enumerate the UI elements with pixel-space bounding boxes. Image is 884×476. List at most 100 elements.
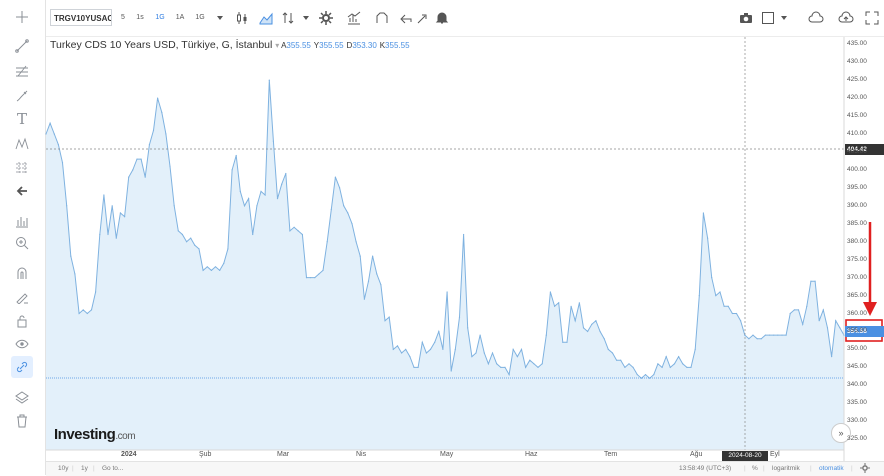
range-1y-button[interactable]: 1y — [81, 465, 88, 472]
magnet-icon[interactable] — [11, 262, 33, 284]
bottom-bar: 10y | 1y | Go to... 13:58:49 (UTC+3) | %… — [46, 461, 884, 476]
candles-icon[interactable] — [232, 8, 252, 28]
lock-icon[interactable] — [11, 310, 33, 332]
data-point — [690, 366, 692, 368]
trend-line-icon[interactable] — [11, 35, 33, 57]
trash-icon[interactable] — [11, 410, 33, 432]
data-point — [636, 374, 638, 376]
data-point — [826, 327, 829, 329]
cloud-save-icon[interactable] — [806, 8, 826, 28]
auto-scale-button[interactable]: otomatik — [819, 465, 844, 472]
data-point — [140, 158, 142, 160]
data-point — [707, 237, 709, 239]
interval-5[interactable]: 5 — [121, 14, 125, 21]
data-point — [272, 140, 274, 142]
alert-bell-icon[interactable] — [432, 8, 452, 28]
data-point — [231, 169, 233, 171]
data-point — [789, 312, 791, 315]
data-point — [202, 269, 204, 271]
camera-icon[interactable] — [736, 8, 756, 28]
data-point — [330, 208, 332, 210]
redo-icon[interactable] — [412, 8, 432, 28]
undo-icon[interactable] — [396, 8, 416, 28]
data-point — [144, 176, 146, 178]
data-point — [508, 374, 510, 376]
x-tick-label: Mar — [277, 451, 290, 458]
settings-gear-icon[interactable] — [316, 8, 336, 28]
percent-scale-button[interactable]: % — [752, 465, 758, 472]
area-chart-icon[interactable] — [256, 8, 276, 28]
data-point — [405, 348, 407, 350]
data-point — [740, 320, 742, 322]
interval-1a[interactable]: 1A — [175, 14, 185, 21]
link-icon[interactable] — [11, 356, 33, 378]
data-point — [458, 316, 461, 318]
interval-1s[interactable]: 1s — [136, 14, 144, 21]
back-arrow-icon[interactable] — [11, 180, 33, 202]
x-tick-label: Haz — [525, 451, 538, 458]
cloud-load-icon[interactable] — [836, 8, 856, 28]
data-point — [285, 172, 287, 175]
templates-icon[interactable] — [372, 8, 392, 28]
text-icon[interactable]: T — [16, 110, 27, 128]
brush-icon[interactable] — [11, 85, 33, 107]
log-scale-button[interactable]: logaritmik — [772, 465, 800, 472]
compare-dropdown-icon[interactable] — [296, 8, 316, 28]
data-point — [711, 277, 713, 279]
data-point — [735, 312, 738, 315]
range-10y-button[interactable]: 10y — [58, 465, 69, 472]
data-point — [814, 280, 816, 282]
layers-icon[interactable] — [11, 386, 33, 408]
eye-icon[interactable] — [11, 333, 33, 355]
data-point — [119, 212, 121, 214]
goto-date-button[interactable]: Go to... — [102, 465, 124, 472]
interval-1g-week[interactable]: 1G — [195, 14, 205, 21]
pencil-icon[interactable] — [11, 286, 33, 308]
data-point — [644, 374, 647, 376]
data-point — [289, 230, 291, 232]
data-point — [103, 194, 105, 196]
crosshair-date-tag: 2024-08-20 — [722, 451, 768, 461]
data-point — [57, 144, 60, 146]
compare-icon[interactable] — [278, 8, 298, 28]
y-tick-label: 360.00 — [847, 309, 867, 317]
data-point — [198, 248, 200, 250]
data-point — [554, 305, 556, 307]
data-point — [516, 356, 519, 358]
layout-dropdown-icon[interactable] — [774, 8, 794, 28]
data-point — [549, 291, 552, 293]
symbol-search-input[interactable]: TRGV10YUSAC: — [50, 9, 112, 26]
chart-settings-icon[interactable] — [860, 463, 870, 475]
pattern-icon[interactable] — [11, 133, 33, 155]
data-point — [665, 356, 667, 358]
y-tick-label: 340.00 — [847, 381, 867, 389]
data-point — [442, 348, 444, 350]
zoom-icon[interactable] — [11, 210, 33, 232]
data-point — [818, 320, 820, 322]
indicators-icon[interactable] — [344, 8, 364, 28]
fullscreen-icon[interactable] — [862, 8, 882, 28]
data-point — [177, 230, 179, 232]
data-point — [702, 212, 705, 214]
data-point — [49, 122, 51, 124]
crosshair-icon[interactable] — [11, 6, 33, 28]
fib-icon[interactable] — [11, 60, 33, 82]
data-point — [678, 356, 680, 358]
interval-dropdown-icon[interactable] — [210, 8, 230, 28]
interval-1g-day[interactable]: 1G — [155, 14, 165, 21]
data-point — [793, 309, 796, 311]
data-point — [339, 187, 341, 189]
data-point — [777, 334, 779, 336]
data-point — [806, 305, 808, 307]
data-point — [297, 230, 299, 232]
data-point — [483, 352, 485, 354]
measure-icon[interactable] — [11, 157, 33, 179]
magnifier-icon[interactable] — [11, 232, 33, 254]
data-point — [657, 363, 659, 365]
scroll-to-latest-button[interactable]: » — [831, 423, 851, 443]
data-point — [446, 291, 448, 293]
data-point — [434, 341, 436, 343]
layout-icon[interactable] — [758, 8, 778, 28]
data-point — [773, 334, 775, 336]
